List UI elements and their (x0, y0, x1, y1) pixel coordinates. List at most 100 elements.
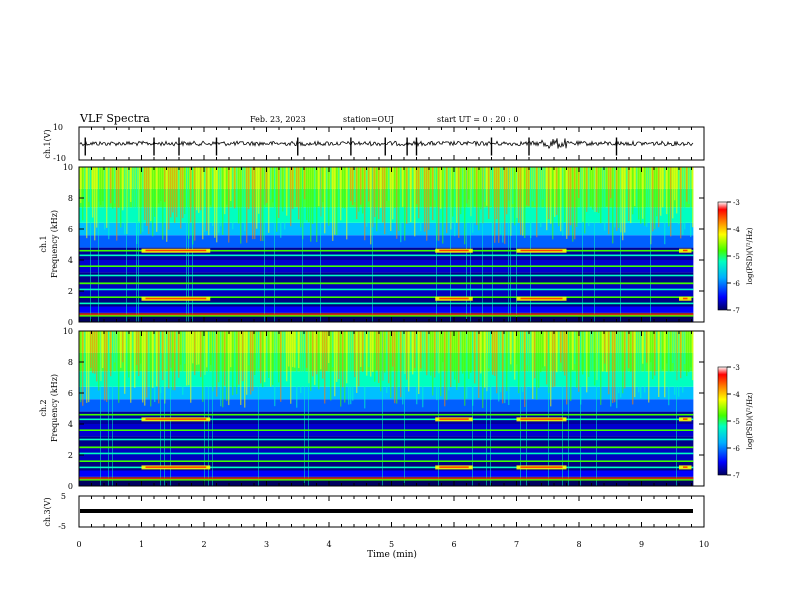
hiss-streak (626, 331, 628, 385)
hiss-streak (394, 167, 396, 209)
hiss-streak (556, 167, 558, 216)
hiss-streak (510, 331, 512, 365)
hiss-streak (224, 167, 226, 215)
hiss-streak (588, 167, 590, 227)
hiss-streak (434, 331, 436, 378)
spectral-line (79, 460, 694, 462)
xtick-label: 8 (576, 540, 581, 549)
spectral-line (79, 446, 694, 449)
impulse-streak (548, 331, 549, 486)
hiss-streak (514, 331, 516, 380)
hiss-streak (280, 331, 282, 402)
hiss-streak (612, 331, 614, 404)
spectral-line (79, 438, 694, 441)
hiss-streak (278, 331, 280, 383)
hiss-streak (542, 167, 544, 200)
hiss-streak (282, 167, 284, 212)
hiss-streak (654, 167, 656, 230)
hiss-streak (142, 331, 144, 403)
hiss-streak (176, 167, 178, 218)
hiss-streak (622, 331, 624, 394)
hiss-streak (382, 167, 384, 223)
hiss-streak (144, 331, 146, 406)
hiss-streak (634, 167, 636, 207)
ytick-label: 2 (68, 451, 73, 460)
hiss-streak (96, 331, 98, 382)
emission-core (520, 297, 563, 300)
hiss-streak (662, 167, 664, 208)
figure-title: VLF Spectra (79, 112, 150, 125)
hiss-streak (388, 167, 390, 201)
hiss-streak (308, 167, 310, 223)
hiss-streak (138, 331, 140, 377)
hiss-streak (638, 331, 640, 393)
hiss-streak (86, 331, 88, 403)
hiss-streak (84, 331, 86, 374)
impulse-streak (580, 331, 581, 486)
hiss-streak (488, 331, 490, 369)
hiss-streak (666, 331, 668, 364)
hiss-streak (552, 331, 554, 388)
colorbar-ch1-gradient (717, 201, 728, 311)
hiss-streak (92, 331, 94, 374)
hiss-streak (156, 167, 158, 232)
impulse-streak (516, 167, 517, 322)
hiss-streak (392, 167, 394, 220)
emission-core (145, 466, 207, 468)
ytick-label: 10 (63, 163, 73, 172)
hiss-streak (614, 331, 616, 403)
hiss-streak (286, 331, 288, 382)
impulse-streak (568, 331, 569, 486)
hiss-streak (334, 167, 336, 235)
hiss-streak (206, 331, 208, 368)
impulse-streak (596, 331, 597, 486)
hiss-streak (398, 167, 400, 231)
hiss-streak (668, 331, 670, 406)
hiss-streak (196, 167, 198, 211)
hiss-streak (476, 167, 478, 226)
hiss-streak (240, 167, 242, 244)
spectrogram-band (79, 222, 694, 236)
hiss-streak (440, 167, 442, 209)
hiss-streak (684, 167, 686, 230)
spectrogram-band (79, 297, 694, 307)
emission-core (439, 249, 469, 252)
hiss-streak (374, 331, 376, 382)
colorbar-tick-label: -3 (733, 199, 740, 207)
hiss-streak (110, 331, 112, 377)
hiss-streak (328, 167, 330, 226)
hiss-streak (156, 331, 158, 387)
colorbar-ch2: -3 -4 -5 -6 -7 log(PSD)(V²/Hz) (717, 364, 754, 480)
spectral-line (79, 302, 694, 305)
hiss-streak (342, 331, 344, 388)
hiss-streak (210, 331, 212, 365)
hiss-streak (200, 331, 202, 378)
hiss-streak (562, 167, 564, 236)
hiss-streak (312, 331, 314, 377)
impulse-streak (438, 331, 439, 486)
hiss-streak (230, 331, 232, 368)
hiss-streak (680, 167, 682, 239)
hiss-streak (406, 331, 408, 380)
hiss-streak (204, 167, 206, 232)
hiss-streak (558, 167, 560, 227)
waveform-ch3-trace (80, 509, 693, 513)
hiss-streak (380, 331, 382, 392)
impulse-streak (160, 331, 161, 486)
hiss-streak (202, 167, 204, 240)
spectral-line (79, 413, 694, 416)
hiss-streak (608, 331, 610, 395)
hiss-streak (80, 167, 82, 203)
hiss-streak (670, 167, 672, 237)
hiss-streak (236, 331, 238, 395)
hiss-streak (94, 167, 96, 241)
hiss-streak (366, 167, 368, 227)
hiss-streak (164, 167, 166, 202)
hiss-streak (162, 167, 164, 240)
hiss-streak (424, 331, 426, 373)
impulse-streak (138, 167, 139, 322)
impulse-streak (526, 331, 527, 486)
hiss-streak (222, 331, 224, 408)
hiss-streak (566, 167, 568, 239)
hiss-streak (430, 167, 432, 207)
